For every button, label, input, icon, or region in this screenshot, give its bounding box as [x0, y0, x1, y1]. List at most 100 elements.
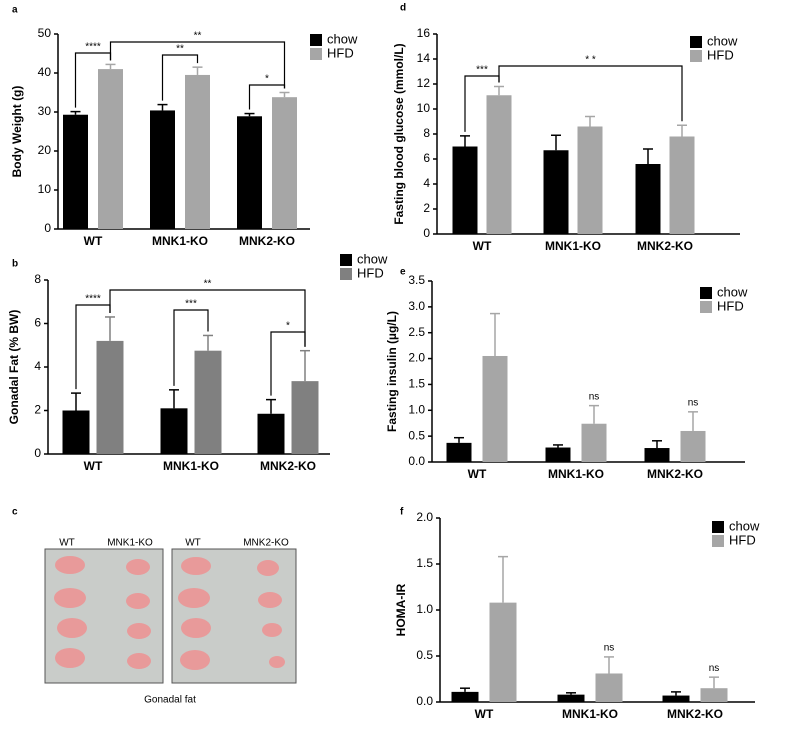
legend-label: HFD	[717, 298, 744, 313]
legend-label: chow	[729, 518, 760, 533]
panel-letter: d	[400, 3, 406, 14]
significance-label: ***	[185, 299, 197, 310]
panel-letter: f	[400, 507, 404, 518]
legend-swatch	[340, 254, 352, 266]
legend-swatch	[690, 50, 702, 62]
y-axis-label: Fasting insulin (µg/L)	[385, 311, 399, 432]
x-tick-label: MNK1-KO	[548, 467, 604, 481]
photo-label: MNK1-KO	[107, 538, 153, 549]
x-tick-label: WT	[473, 239, 492, 253]
significance-label: * *	[585, 55, 596, 66]
legend-swatch	[712, 521, 724, 533]
significance-label: **	[194, 31, 202, 42]
bar	[185, 74, 210, 229]
x-tick-label: WT	[84, 459, 103, 473]
bar	[482, 355, 508, 462]
y-tick-label: 50	[38, 26, 52, 40]
significance-label: ***	[476, 65, 488, 76]
bar	[237, 116, 262, 229]
panel-letter: b	[12, 259, 18, 270]
y-axis-label: Gonadal Fat (% BW)	[7, 310, 21, 425]
y-tick-label: 10	[417, 101, 431, 115]
x-tick-label: MNK2-KO	[260, 459, 316, 473]
significance-bracket	[173, 309, 209, 386]
panel-letter: c	[12, 507, 18, 518]
y-tick-label: 20	[38, 143, 52, 157]
bar	[150, 110, 175, 229]
legend-swatch	[690, 36, 702, 48]
x-tick-label: WT	[84, 234, 103, 248]
legend-label: chow	[327, 31, 358, 46]
y-axis-label: Fasting blood glucose (mmol/L)	[392, 43, 406, 224]
y-tick-label: 0	[423, 226, 430, 240]
legend-label: HFD	[729, 532, 756, 547]
x-tick-label: MNK1-KO	[163, 459, 219, 473]
y-tick-label: 0.5	[408, 428, 425, 442]
bar	[452, 146, 478, 234]
bar	[62, 410, 90, 454]
bar	[291, 381, 319, 454]
y-tick-label: 2	[34, 403, 41, 417]
bar	[557, 694, 585, 702]
x-tick-label: MNK1-KO	[152, 234, 208, 248]
photo-panel: c WT MNK1-KO WT MNK2-KO Gonadal fat	[12, 507, 297, 706]
y-tick-label: 3.5	[408, 273, 425, 287]
bar	[635, 164, 661, 234]
significance-bracket	[161, 54, 199, 101]
significance-label: ns	[709, 663, 720, 674]
y-tick-label: 0.0	[408, 454, 425, 468]
y-tick-label: 0.0	[416, 694, 433, 708]
legend-swatch	[700, 301, 712, 313]
bar	[545, 447, 571, 462]
y-tick-label: 0	[34, 446, 41, 460]
y-tick-label: 8	[34, 272, 41, 286]
photo-label: MNK2-KO	[243, 538, 289, 549]
bar	[446, 442, 472, 462]
bar	[489, 602, 517, 702]
bar	[543, 150, 569, 234]
y-tick-label: 0	[44, 221, 51, 235]
bar	[160, 408, 188, 454]
tissue-samples	[54, 556, 285, 670]
significance-label: *	[265, 74, 269, 85]
x-tick-label: MNK2-KO	[647, 467, 703, 481]
legend-swatch	[310, 48, 322, 60]
x-tick-label: MNK2-KO	[637, 239, 693, 253]
y-tick-label: 16	[417, 26, 431, 40]
legend-swatch	[700, 287, 712, 299]
y-tick-label: 1.5	[408, 377, 425, 391]
y-tick-label: 12	[417, 76, 431, 90]
y-tick-label: 4	[34, 359, 41, 373]
y-tick-label: 30	[38, 104, 52, 118]
x-tick-label: WT	[468, 467, 487, 481]
significance-label: **	[204, 279, 212, 290]
x-tick-label: MNK1-KO	[545, 239, 601, 253]
panel-letter: e	[400, 267, 406, 278]
y-tick-label: 10	[38, 182, 52, 196]
x-tick-label: MNK2-KO	[667, 707, 723, 721]
y-tick-label: 40	[38, 65, 52, 79]
bar	[272, 97, 297, 230]
photo-caption: Gonadal fat	[144, 695, 196, 706]
legend-label: chow	[717, 284, 748, 299]
significance-bracket	[498, 65, 683, 122]
y-tick-label: 1.0	[416, 602, 433, 616]
photo-label: WT	[185, 538, 201, 549]
significance-label: ns	[688, 397, 699, 408]
legend-swatch	[340, 268, 352, 280]
y-tick-label: 6	[423, 151, 430, 165]
significance-label: *	[286, 321, 290, 332]
significance-bracket	[109, 41, 286, 89]
x-tick-label: WT	[475, 707, 494, 721]
significance-label: ns	[604, 643, 615, 654]
significance-label: ****	[85, 42, 101, 53]
legend-swatch	[712, 535, 724, 547]
panel-letter: a	[12, 5, 18, 16]
y-tick-label: 14	[417, 51, 431, 65]
y-tick-label: 1.5	[416, 556, 433, 570]
photo-label: WT	[59, 538, 75, 549]
y-axis-label: HOMA-IR	[394, 583, 408, 636]
x-tick-label: MNK2-KO	[239, 234, 295, 248]
bar	[644, 448, 670, 462]
